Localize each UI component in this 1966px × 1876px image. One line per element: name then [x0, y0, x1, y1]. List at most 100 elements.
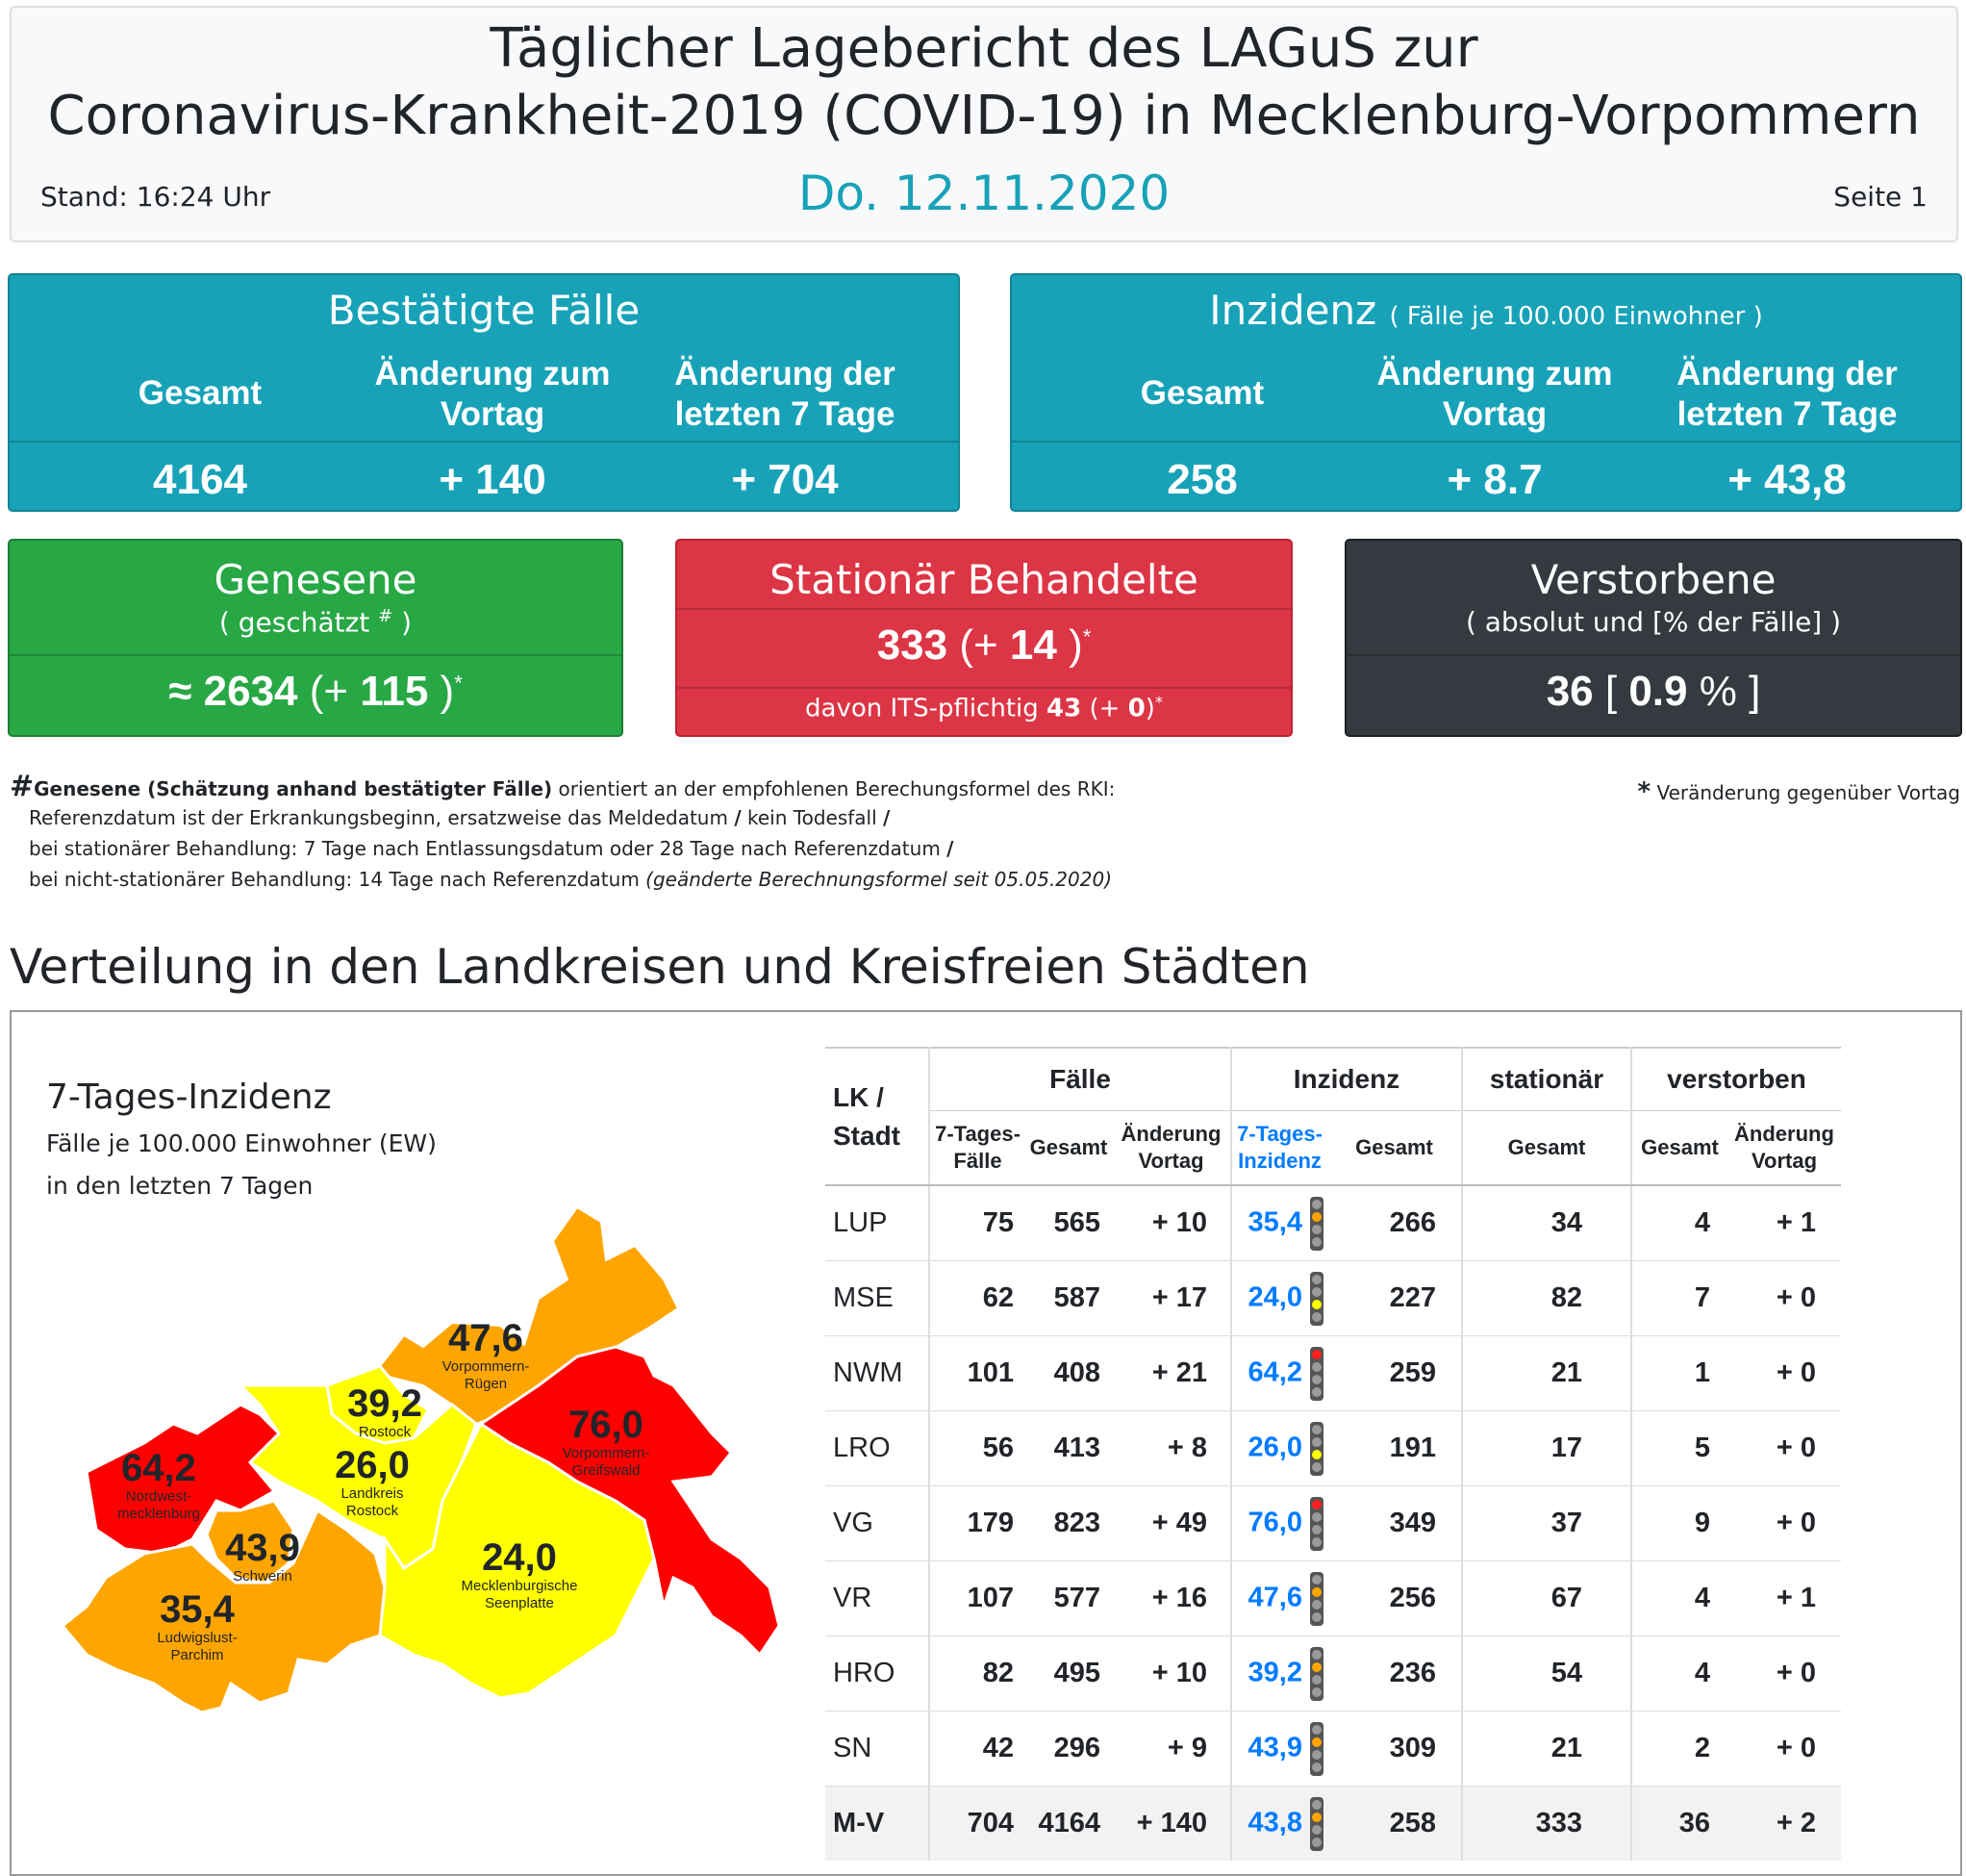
- confirmed-total-value: 4164: [153, 456, 247, 503]
- district-code: MSE: [825, 1260, 929, 1336]
- cases-total: 823: [1025, 1485, 1112, 1561]
- cases-total: 413: [1025, 1410, 1112, 1486]
- table-row: LRO 56 413 + 8 26,0 191 17 5 + 0: [825, 1410, 1841, 1486]
- traffic-light-icon: [1310, 1496, 1323, 1551]
- incidence-total: 266: [1327, 1184, 1462, 1261]
- incidence-7-days: 24,0: [1248, 1281, 1302, 1313]
- cases-change: + 17: [1112, 1260, 1231, 1336]
- col-faelle-aenderung: Änderung Vortag: [1112, 1110, 1231, 1186]
- region-mecklenburgische-seenplatte: [378, 1421, 656, 1700]
- cases-7-days: 75: [928, 1184, 1025, 1261]
- cases-total: 4164: [1025, 1786, 1112, 1861]
- incidence-7-days-cell: 26,0: [1230, 1410, 1327, 1486]
- district-table: LK / Stadt Fälle Inzidenz stationär verst…: [825, 1047, 1841, 1861]
- group-stationaer: stationär: [1461, 1048, 1631, 1111]
- traffic-light-icon: [1310, 1721, 1323, 1776]
- col-faelle-gesamt: Gesamt: [1025, 1110, 1112, 1186]
- cases-change: + 140: [1112, 1786, 1231, 1861]
- incidence-col-change-week: Änderung der letzten 7 Tage: [1676, 355, 1898, 433]
- incidence-7-days: 26,0: [1248, 1432, 1302, 1463]
- table-row: VG 179 823 + 49 76,0 349 37 9 + 0: [825, 1485, 1841, 1561]
- incidence-title: Inzidenz ( Fälle je 100.000 Einwohner ): [1209, 287, 1763, 334]
- incidence-7-days-cell: 43,9: [1230, 1711, 1327, 1787]
- incidence-7-days-cell: 76,0: [1230, 1485, 1327, 1561]
- divider: [677, 608, 1291, 610]
- col-7-tages-inzidenz: 7-Tages- Inzidenz: [1230, 1110, 1327, 1186]
- divider: [1012, 441, 1960, 443]
- deaths-panel: Verstorbene ( absolut und [% der Fälle] …: [1345, 539, 1962, 737]
- hospitalized-total: 34: [1461, 1184, 1631, 1261]
- cases-total: 296: [1025, 1711, 1112, 1787]
- deaths-total: 7: [1630, 1260, 1727, 1336]
- confirmed-change-day-value: + 140: [439, 456, 546, 503]
- deaths-total: 4: [1630, 1560, 1727, 1636]
- cases-change: + 10: [1112, 1635, 1231, 1711]
- traffic-light-icon: [1310, 1796, 1323, 1851]
- confirmed-cases-panel: Bestätigte Fälle Gesamt Änderung zum Vort…: [8, 273, 960, 512]
- traffic-light-icon: [1310, 1571, 1323, 1626]
- confirmed-col-change-day: Änderung zum Vortag: [374, 355, 611, 433]
- cases-7-days: 101: [928, 1335, 1025, 1411]
- incidence-col-total: Gesamt: [1140, 374, 1265, 412]
- deaths-subtitle: ( absolut und [% der Fälle] ): [1465, 606, 1842, 638]
- recovered-note: #Genesene (Schätzung anhand bestätigter …: [10, 770, 1116, 803]
- recovered-value: ≈ 2634 (+ 115 )*: [168, 668, 463, 715]
- report-title-line1: Täglicher Lagebericht des LAGuS zur: [490, 17, 1478, 80]
- traffic-light-icon: [1310, 1421, 1323, 1476]
- incidence-change-week-value: + 43,8: [1727, 456, 1847, 503]
- incidence-7-days-cell: 47,6: [1230, 1560, 1327, 1636]
- map-label-sn: 43,9 Schwerin: [225, 1527, 300, 1584]
- col-stationaer-gesamt: Gesamt: [1461, 1110, 1631, 1186]
- hospitalized-total: 21: [1461, 1335, 1631, 1411]
- divider: [10, 654, 621, 656]
- recovered-subtitle: ( geschätzt # ): [218, 606, 413, 639]
- deaths-total: 36: [1630, 1786, 1727, 1861]
- deaths-value: 36 [ 0.9 % ]: [1546, 668, 1761, 715]
- incidence-7-days: 43,9: [1248, 1732, 1302, 1763]
- hospitalized-panel: Stationär Behandelte 333 (+ 14 )* davon …: [675, 539, 1293, 737]
- cases-total: 408: [1025, 1335, 1112, 1411]
- deaths-total: 1: [1630, 1335, 1727, 1411]
- cases-total: 587: [1025, 1260, 1112, 1336]
- cases-change: + 10: [1112, 1184, 1231, 1261]
- cases-total: 495: [1025, 1635, 1112, 1711]
- timestamp: Stand: 16:24 Uhr: [40, 181, 271, 213]
- cases-total: 577: [1025, 1560, 1112, 1636]
- table-row: M-V 704 4164 + 140 43,8 258 333 36 + 2: [825, 1786, 1841, 1861]
- group-verstorben: verstorben: [1630, 1048, 1841, 1111]
- confirmed-title: Bestätigte Fälle: [327, 287, 641, 334]
- map-label-lro: 26,0 Landkreis Rostock: [335, 1444, 410, 1519]
- deaths-total: 4: [1630, 1184, 1727, 1261]
- divider: [1347, 654, 1960, 656]
- recovered-panel: Genesene ( geschätzt # ) ≈ 2634 (+ 115 )…: [8, 539, 623, 737]
- confirmed-col-total: Gesamt: [138, 374, 263, 412]
- deaths-change: + 0: [1727, 1335, 1841, 1411]
- traffic-light-icon: [1310, 1196, 1323, 1251]
- incidence-total: 349: [1327, 1485, 1462, 1561]
- district-code: LRO: [825, 1410, 929, 1486]
- table-row: MSE 62 587 + 17 24,0 227 82 7 + 0: [825, 1260, 1841, 1336]
- incidence-7-days: 76,0: [1248, 1507, 1302, 1538]
- cases-change: + 49: [1112, 1485, 1231, 1561]
- hospitalized-total: 67: [1461, 1560, 1631, 1636]
- section-title: Verteilung in den Landkreisen und Kreisf…: [10, 939, 1310, 995]
- col-7-tages-faelle: 7-Tages- Fälle: [928, 1110, 1025, 1186]
- note-line2: Referenzdatum ist der Erkrankungsbeginn,…: [29, 806, 891, 829]
- table-row: VR 107 577 + 16 47,6 256 67 4 + 1: [825, 1560, 1841, 1636]
- table-row: HRO 82 495 + 10 39,2 236 54 4 + 0: [825, 1635, 1841, 1711]
- change-note: * Veränderung gegenüber Vortag: [1637, 777, 1961, 806]
- hospitalized-title: Stationär Behandelte: [769, 556, 1198, 603]
- cases-7-days: 179: [928, 1485, 1025, 1561]
- recovered-title: Genesene: [214, 556, 417, 603]
- incidence-7-days: 47,6: [1248, 1582, 1302, 1613]
- cases-change: + 21: [1112, 1335, 1231, 1411]
- its-value: davon ITS-pflichtig 43 (+ 0)*: [805, 693, 1163, 723]
- traffic-light-icon: [1310, 1646, 1323, 1701]
- incidence-7-days-cell: 64,2: [1230, 1335, 1327, 1411]
- deaths-total: 4: [1630, 1635, 1727, 1711]
- region-nordwestmecklenburg: [85, 1403, 282, 1556]
- hospitalized-value: 333 (+ 14 )*: [876, 621, 1092, 669]
- group-inzidenz: Inzidenz: [1230, 1048, 1462, 1111]
- map-label-lup: 35,4 Ludwigslust- Parchim: [157, 1588, 238, 1663]
